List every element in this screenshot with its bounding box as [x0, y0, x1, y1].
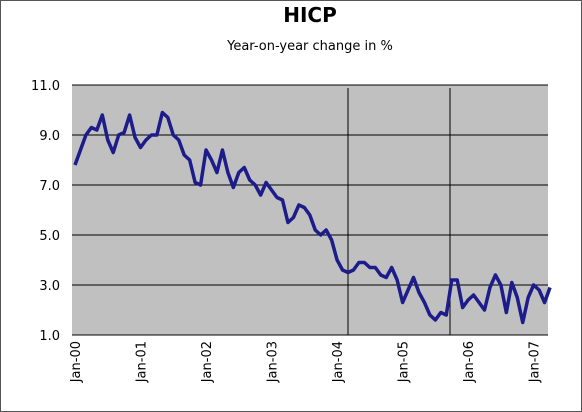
- y-tick-label: 11.0: [31, 79, 60, 94]
- y-tick-label: 9.0: [39, 129, 60, 144]
- x-tick-label: Jan-01: [135, 341, 150, 383]
- x-tick-label: Jan-04: [331, 341, 346, 383]
- y-tick-label: 1.0: [39, 329, 60, 344]
- y-tick-label: 7.0: [39, 179, 60, 194]
- y-tick-label: 5.0: [39, 229, 60, 244]
- x-tick-label: Jan-05: [397, 341, 412, 383]
- x-tick-label: Jan-03: [266, 341, 281, 383]
- chart-title: HICP: [283, 3, 337, 27]
- plot-area: [72, 85, 548, 335]
- data-line: [73, 110, 552, 325]
- x-tick-label: Jan-02: [200, 341, 215, 383]
- x-tick-label: Jan-06: [462, 341, 477, 383]
- chart-subtitle: Year-on-year change in %: [226, 39, 393, 54]
- x-tick-label: Jan-07: [528, 341, 543, 383]
- x-tick-label: Jan-00: [69, 341, 84, 383]
- y-tick-label: 3.0: [39, 279, 60, 294]
